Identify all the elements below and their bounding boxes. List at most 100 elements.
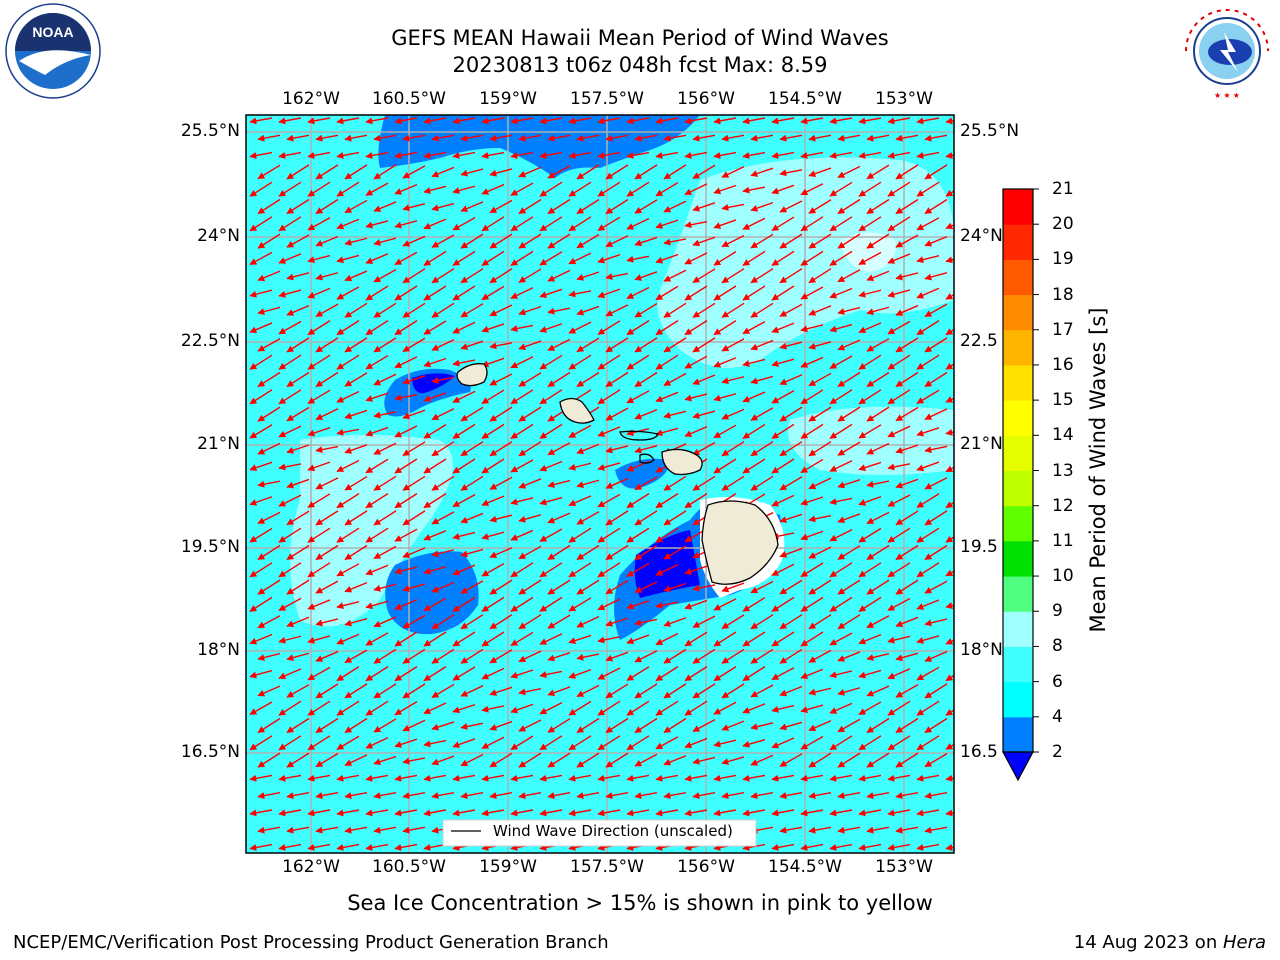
wave-direction-arrow xyxy=(597,493,621,508)
wave-direction-arrow xyxy=(605,683,629,699)
wave-direction-arrow xyxy=(916,461,940,472)
wave-direction-arrow xyxy=(634,510,658,526)
wave-direction-arrow xyxy=(800,735,824,750)
wave-direction-arrow xyxy=(771,774,795,782)
wave-direction-arrow xyxy=(481,423,505,439)
colorbar-under-extension xyxy=(1001,751,1035,782)
colorbar-tick-label: 17 xyxy=(1052,319,1074,340)
wave-direction-arrow xyxy=(887,354,911,370)
wave-direction-arrow xyxy=(489,752,513,768)
wave-direction-arrow xyxy=(916,151,940,159)
wave-direction-arrow xyxy=(779,233,803,249)
wave-direction-arrow xyxy=(605,445,629,454)
islands xyxy=(456,363,779,585)
wave-direction-arrow xyxy=(257,338,281,352)
wave-direction-arrow xyxy=(547,307,571,315)
wave-direction-arrow xyxy=(278,809,302,817)
wave-direction-arrow xyxy=(626,527,650,543)
wave-direction-arrow xyxy=(945,428,954,436)
wave-direction-arrow xyxy=(692,648,716,664)
wave-direction-arrow xyxy=(684,252,708,265)
wave-direction-arrow xyxy=(750,648,774,664)
lat-tick-label: 22.5°N xyxy=(180,331,240,351)
wave-direction-arrow xyxy=(605,304,629,317)
wave-direction-arrow xyxy=(945,674,954,682)
wave-direction-arrow xyxy=(518,372,542,387)
wave-direction-arrow xyxy=(597,320,621,335)
wave-direction-arrow xyxy=(278,494,302,507)
wave-direction-arrow xyxy=(713,219,737,229)
colorbar-label: Mean Period of Wind Waves [s] xyxy=(1086,307,1110,633)
wave-direction-arrow xyxy=(286,792,310,800)
wave-direction-arrow xyxy=(916,117,940,125)
wave-direction-arrow xyxy=(858,669,882,679)
wave-direction-arrow xyxy=(663,545,687,560)
wave-direction-arrow xyxy=(307,151,331,159)
wave-direction-arrow xyxy=(597,288,621,299)
colorbar-segment xyxy=(1003,224,1033,260)
wave-direction-arrow xyxy=(307,735,331,751)
wave-direction-arrow xyxy=(887,151,911,159)
wave-direction-arrow xyxy=(365,600,389,610)
wave-direction-arrow xyxy=(626,600,650,610)
wave-direction-arrow xyxy=(402,268,426,284)
wave-direction-arrow xyxy=(916,527,940,543)
wave-direction-arrow xyxy=(373,134,397,142)
wave-direction-arrow xyxy=(539,528,563,543)
wave-direction-arrow xyxy=(829,355,853,370)
wave-direction-arrow xyxy=(336,151,360,159)
wave-direction-arrow xyxy=(510,735,534,751)
wave-direction-arrow xyxy=(249,354,273,370)
wave-direction-arrow xyxy=(510,287,534,299)
wave-direction-arrow xyxy=(394,528,418,542)
wave-direction-arrow xyxy=(750,167,774,177)
wave-direction-arrow xyxy=(336,735,360,750)
wave-direction-arrow xyxy=(423,357,447,368)
wave-direction-arrow xyxy=(452,250,476,266)
wave-direction-arrow xyxy=(307,599,331,610)
wave-direction-arrow xyxy=(953,792,954,800)
wave-direction-arrow xyxy=(866,579,890,595)
wave-direction-arrow xyxy=(315,580,339,594)
wave-direction-arrow xyxy=(887,425,911,438)
wave-direction-arrow xyxy=(779,547,803,558)
wave-direction-arrow xyxy=(315,198,339,215)
wave-direction-arrow xyxy=(315,164,339,180)
wave-direction-arrow xyxy=(924,337,948,353)
wave-direction-arrow xyxy=(655,736,679,750)
wave-direction-arrow xyxy=(431,408,455,421)
wave-direction-arrow xyxy=(829,529,853,542)
wave-direction-arrow xyxy=(953,379,954,387)
chart-title-line1: GEFS MEAN Hawaii Mean Period of Wind Wav… xyxy=(391,26,889,50)
wave-direction-arrow xyxy=(779,303,803,317)
footer-date-text: 14 Aug 2023 on xyxy=(1073,932,1223,953)
wave-direction-arrow xyxy=(510,703,534,714)
wave-direction-arrow xyxy=(916,635,940,644)
wave-direction-arrow xyxy=(684,151,708,159)
wave-direction-arrow xyxy=(489,514,513,523)
wave-direction-arrow xyxy=(808,233,832,249)
wave-direction-arrow xyxy=(655,285,679,301)
wave-direction-arrow xyxy=(278,151,302,159)
wave-direction-arrow xyxy=(373,302,397,318)
wave-direction-arrow xyxy=(721,756,745,765)
wave-direction-arrow xyxy=(750,441,774,457)
colorbar-segment xyxy=(1003,400,1033,436)
wave-direction-arrow xyxy=(365,493,389,509)
wave-direction-arrow xyxy=(779,169,803,177)
wave-direction-arrow xyxy=(750,407,774,421)
wave-direction-arrow xyxy=(547,752,571,768)
wave-direction-arrow xyxy=(895,134,919,142)
wave-direction-arrow xyxy=(692,374,716,385)
wave-direction-arrow xyxy=(866,826,890,834)
wave-direction-arrow xyxy=(460,685,484,697)
wave-direction-arrow xyxy=(597,117,621,125)
wave-direction-arrow xyxy=(829,843,853,851)
wave-direction-arrow xyxy=(402,583,426,592)
wave-direction-arrow xyxy=(945,396,954,403)
wave-direction-arrow xyxy=(286,684,310,698)
wave-direction-arrow xyxy=(307,287,331,299)
wave-direction-arrow xyxy=(394,701,418,716)
wave-direction-arrow xyxy=(460,648,484,664)
wave-direction-arrow xyxy=(481,562,505,577)
